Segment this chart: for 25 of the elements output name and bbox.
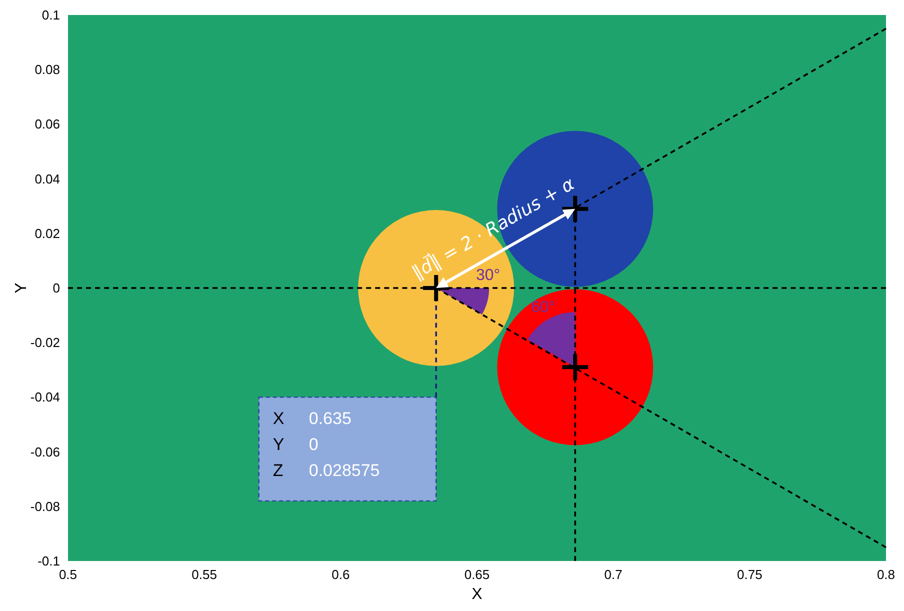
- y-tick-label: -0.1: [38, 554, 60, 568]
- y-axis-title: Y: [13, 282, 30, 294]
- x-tick-label: 0.5: [58, 567, 78, 582]
- x-tick-label: 0.6: [332, 567, 350, 582]
- text: Z 0.028575: [272, 461, 380, 480]
- y-tick-label: 0.08: [34, 62, 60, 78]
- x-tick-label: 0.55: [192, 567, 217, 582]
- x-tick-label: 0.8: [876, 567, 896, 582]
- x-tick-label: 0.7: [604, 567, 622, 582]
- text: X 0.635: [272, 409, 352, 428]
- y-tick-label: -0.06: [30, 444, 60, 460]
- y-tick-label: 0.02: [34, 226, 60, 241]
- y-tick-label: 0.04: [34, 171, 60, 186]
- annotation: 60°: [531, 299, 556, 316]
- y-tick-label: 0: [52, 280, 60, 296]
- y-tick-label: -0.02: [30, 335, 60, 350]
- y-tick-label: 0.1: [42, 8, 60, 22]
- y-tick-label: 0.06: [34, 116, 60, 132]
- x-axis-title: X: [472, 586, 483, 603]
- y-tick-label: -0.04: [30, 390, 60, 405]
- annotation: 30°: [476, 267, 500, 284]
- text: Y 0: [272, 435, 318, 454]
- y-tick-label: -0.08: [30, 498, 60, 514]
- x-tick-label: 0.75: [737, 567, 762, 582]
- x-tick-label: 0.65: [464, 567, 490, 582]
